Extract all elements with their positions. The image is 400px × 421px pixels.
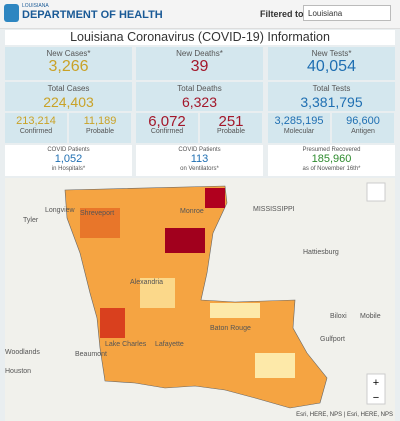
stat-value: 39: [190, 58, 209, 75]
split-card: 213,214 Confirmed 11,189 Probable: [5, 113, 132, 143]
louisiana: [64, 185, 328, 409]
stat-card: Total Deaths 6,323: [136, 82, 263, 111]
split-label: Confirmed: [19, 128, 53, 135]
place-label: Gulfport: [320, 336, 345, 343]
zoom-buttons[interactable]: [366, 373, 386, 405]
place-label: Woodlands: [5, 349, 40, 356]
split-half: 251 Probable: [200, 113, 262, 143]
split-label: Probable: [85, 128, 115, 135]
status-value: 1,052: [54, 153, 83, 165]
split-value: 11,189: [83, 115, 117, 127]
status-card: COVID Patients 113 on Ventilators*: [136, 145, 263, 176]
status-note: in Hospitals*: [51, 166, 86, 172]
place-label: Beaumont: [75, 351, 107, 358]
place-label: Biloxi: [330, 313, 347, 320]
stat-value: 3,381,795: [300, 94, 363, 110]
place-label: Hattiesburg: [303, 249, 339, 256]
stat-label: Total Cases: [47, 84, 90, 93]
place-label: Lake Charles: [105, 341, 147, 348]
split-label: Antigen: [351, 128, 375, 135]
place-label: Alexandria: [130, 279, 163, 286]
status-value: 113: [190, 153, 209, 165]
parish: [255, 353, 295, 378]
place-label: Mobile: [360, 313, 381, 320]
split-label: Probable: [216, 128, 246, 135]
stat-label: New Deaths*: [176, 49, 223, 58]
place-label: Lafayette: [155, 341, 184, 348]
filter-label: Filtered to:: [260, 9, 307, 19]
status-label: Presumed Recovered: [302, 147, 361, 153]
split-value: 96,600: [346, 115, 380, 127]
stat-label: Total Tests: [312, 84, 351, 93]
stat-card: Total Cases 224,403: [5, 82, 132, 111]
logo: DEPARTMENT OF HEALTH: [22, 9, 163, 21]
status-card: COVID Patients 1,052 in Hospitals*: [5, 145, 132, 176]
status-value: 185,960: [311, 153, 352, 165]
stat-label: Total Deaths: [177, 84, 222, 93]
header: LOUISIANA DEPARTMENT OF HEALTH Filtered …: [0, 0, 400, 29]
status-note: on Ventilators*: [180, 166, 219, 172]
parish: [80, 208, 120, 238]
stat-card: Total Tests 3,381,795: [268, 82, 395, 111]
title: Louisiana Coronavirus (COVID-19) Informa…: [5, 30, 395, 45]
home-button[interactable]: [366, 182, 386, 202]
parish: [100, 308, 125, 338]
logo-icon: [4, 4, 19, 22]
split-half: 11,189 Probable: [69, 113, 131, 143]
stat-card: New Tests* 40,054: [268, 47, 395, 80]
split-card: 6,072 Confirmed 251 Probable: [136, 113, 263, 143]
place-label: Baton Rouge: [210, 325, 251, 332]
place-label: Houston: [5, 368, 31, 375]
split-half: 96,600 Antigen: [332, 113, 394, 143]
zoom-out[interactable]: −: [373, 392, 379, 404]
place-label: Longview: [45, 207, 76, 214]
stat-label: New Tests*: [311, 49, 352, 58]
parish: [140, 278, 175, 308]
place-label: Tyler: [23, 217, 39, 224]
split-value: 213,214: [16, 115, 56, 127]
split-value: 3,285,195: [274, 115, 324, 127]
split-label: Molecular: [283, 128, 315, 135]
stat-label: New Cases*: [46, 49, 91, 58]
logo-top: LOUISIANA: [22, 3, 49, 9]
place-label: Monroe: [180, 208, 204, 215]
split-half: 213,214 Confirmed: [5, 113, 67, 143]
split-value: 251: [218, 113, 244, 130]
map[interactable]: Tyler Longview Shreveport Monroe MISSISSIPPI…: [5, 178, 395, 421]
split-card: 3,285,195 Molecular 96,600 Antigen: [268, 113, 395, 143]
status-label: COVID Patients: [178, 147, 221, 153]
attribution: Esri, HERE, NPS | Esri, HERE, NPS: [296, 412, 393, 418]
stat-value: 40,054: [307, 58, 356, 75]
status-label: COVID Patients: [47, 147, 90, 153]
stat-value: 3,266: [48, 58, 89, 75]
filter-dropdown[interactable]: Louisiana: [303, 5, 391, 21]
stat-value: 6,323: [181, 94, 218, 110]
stat-card: New Deaths* 39: [136, 47, 263, 80]
parish: [210, 303, 260, 318]
split-label: Confirmed: [150, 128, 184, 135]
zoom-in[interactable]: +: [373, 377, 379, 389]
stat-value: 224,403: [43, 94, 94, 110]
stat-card: New Cases* 3,266: [5, 47, 132, 80]
split-value: 6,072: [148, 113, 186, 130]
status-card: Presumed Recovered 185,960 as of November …: [268, 145, 395, 176]
split-half: 3,285,195 Molecular: [268, 113, 330, 143]
place-label: Shreveport: [80, 210, 114, 217]
parish: [165, 228, 205, 253]
place-label: MISSISSIPPI: [253, 206, 295, 213]
split-half: 6,072 Confirmed: [136, 113, 198, 143]
status-note: as of November 16th*: [302, 166, 361, 172]
parish: [205, 188, 225, 208]
